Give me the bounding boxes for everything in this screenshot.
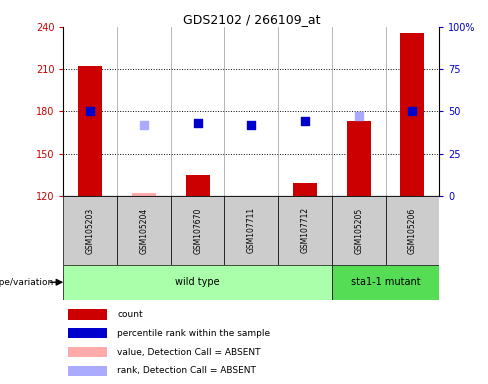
Bar: [400, 33, 425, 196]
Bar: [346, 121, 371, 196]
Bar: [117, 196, 171, 265]
Point: [247, 122, 255, 128]
Bar: [185, 175, 210, 196]
Bar: [386, 196, 439, 265]
Text: GSM105204: GSM105204: [140, 207, 148, 253]
Text: GSM105203: GSM105203: [86, 207, 95, 253]
Text: GSM105206: GSM105206: [408, 207, 417, 253]
Bar: [278, 196, 332, 265]
Text: GSM107670: GSM107670: [193, 207, 202, 253]
Bar: [332, 265, 439, 300]
Text: percentile rank within the sample: percentile rank within the sample: [117, 329, 270, 338]
Text: GSM107711: GSM107711: [247, 207, 256, 253]
Text: count: count: [117, 310, 143, 319]
Point: [355, 113, 363, 119]
Text: wild type: wild type: [175, 277, 220, 287]
Bar: [68, 366, 107, 376]
Bar: [68, 328, 107, 338]
Text: value, Detection Call = ABSENT: value, Detection Call = ABSENT: [117, 348, 261, 357]
Bar: [63, 265, 332, 300]
Text: sta1-1 mutant: sta1-1 mutant: [351, 277, 420, 287]
Bar: [293, 183, 317, 196]
Bar: [224, 196, 278, 265]
Text: genotype/variation: genotype/variation: [0, 278, 54, 287]
Bar: [68, 347, 107, 357]
Text: GSM107712: GSM107712: [301, 207, 309, 253]
Text: GSM105205: GSM105205: [354, 207, 363, 253]
Bar: [332, 196, 386, 265]
Point: [408, 108, 416, 114]
Point: [86, 108, 94, 114]
Title: GDS2102 / 266109_at: GDS2102 / 266109_at: [183, 13, 320, 26]
Bar: [171, 196, 224, 265]
Point: [301, 118, 309, 124]
Bar: [132, 193, 156, 196]
Bar: [63, 196, 117, 265]
Point: [194, 120, 202, 126]
Point: [140, 122, 148, 128]
Bar: [68, 310, 107, 320]
Bar: [78, 66, 102, 196]
Bar: [239, 196, 264, 197]
Text: rank, Detection Call = ABSENT: rank, Detection Call = ABSENT: [117, 366, 256, 375]
